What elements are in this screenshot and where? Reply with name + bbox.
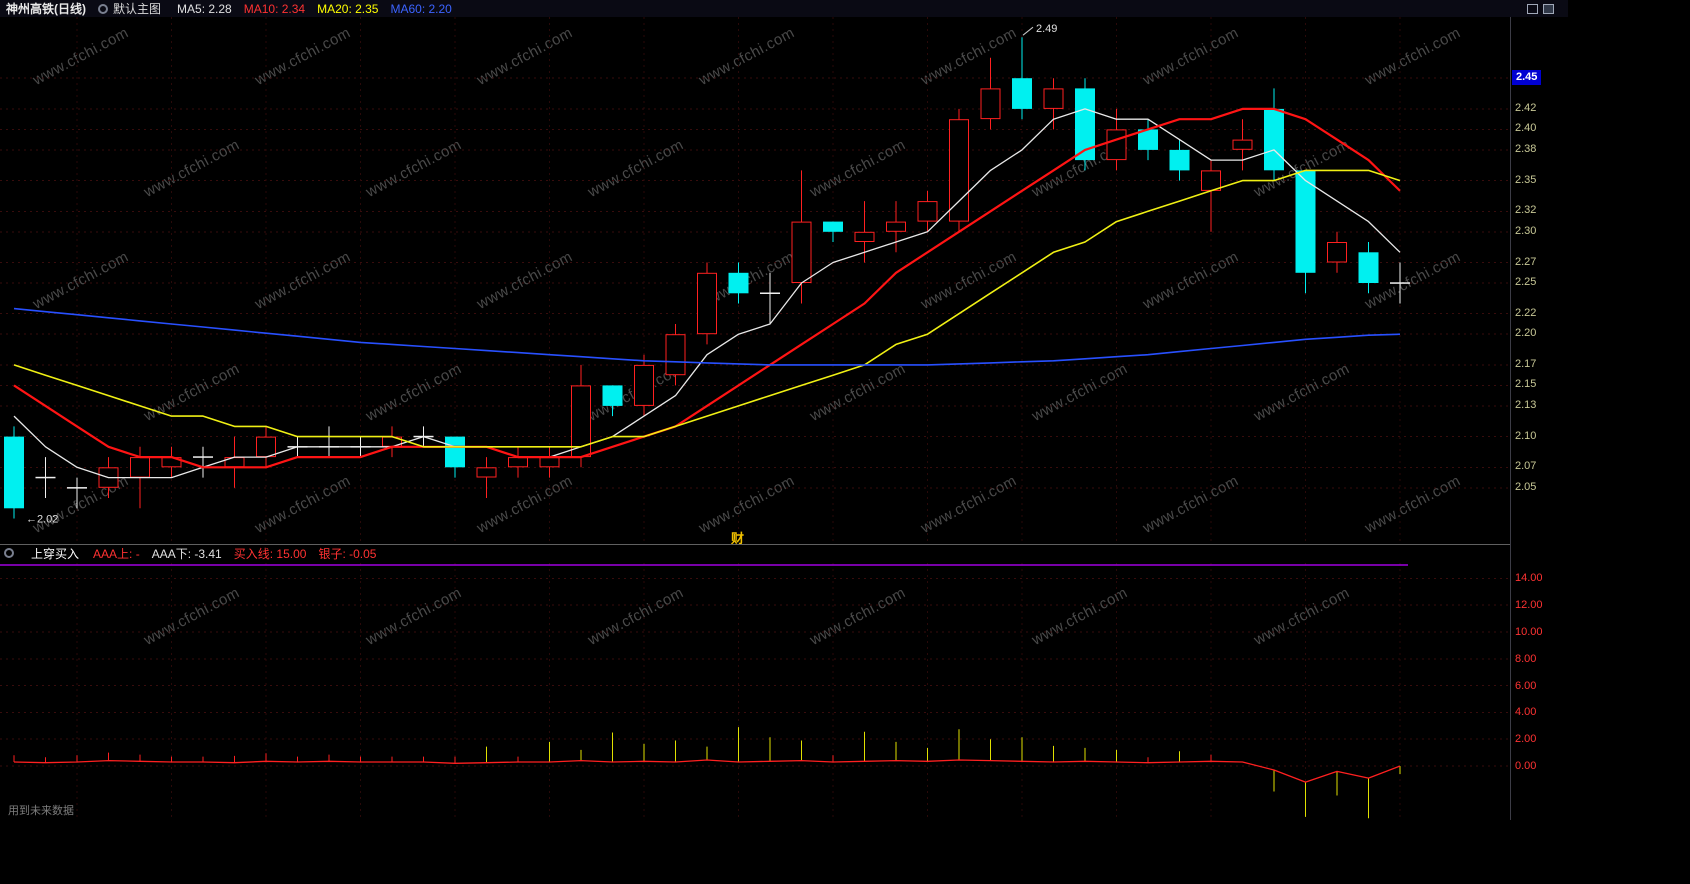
indicator-name[interactable]: 上穿买入 [31,546,80,561]
cai-watermark: 财 [731,531,745,546]
candle [791,170,812,304]
candle [917,190,938,232]
candle [1295,170,1316,294]
indicator-collapse-icon[interactable] [4,548,14,558]
ma10-legend: MA10: 2.34 [243,1,306,16]
price-axis-label: 2.17 [1515,357,1537,370]
candle [634,354,654,417]
candle [1043,78,1064,130]
indicator-field-aaa-up: AAA上: - [93,546,140,561]
ma5-line [13,108,1401,479]
candle [539,446,560,478]
indicator-axis-label: 2.00 [1515,733,1537,746]
candle [508,446,528,478]
price-axis-label: 2.05 [1515,480,1537,493]
candle [1138,119,1158,161]
indicator-field-aaa-down: AAA下: -3.41 [151,546,222,561]
price-axis-label: 2.42 [1515,101,1537,114]
high-price-label: 2.49 [1036,23,1057,35]
candle [1075,78,1095,171]
price-axis-label: 2.22 [1515,306,1537,319]
price-axis-label: 2.10 [1515,429,1537,442]
price-axis-label: 2.07 [1515,460,1537,473]
axis-divider [1510,17,1511,820]
ma10-line [13,107,1401,469]
indicator-axis-label: 4.00 [1515,706,1537,719]
indicator-axis-label: 8.00 [1515,652,1537,665]
price-axis-label: 2.40 [1515,122,1537,135]
price-axis-label: 2.13 [1515,398,1537,411]
candle [1390,262,1410,304]
candle [224,436,245,488]
candle [886,201,906,253]
candle [193,446,213,478]
price-axis-label: 2.38 [1515,142,1537,155]
indicator-axis-label: 14.00 [1515,572,1543,585]
window-controls [1527,3,1554,14]
candle [382,426,402,458]
main-price-chart[interactable]: 2.49 ←2.02 [0,17,1510,545]
indicator-line [13,759,1401,783]
candle [1232,119,1253,171]
candle [1201,160,1221,232]
indicator-chart[interactable] [0,545,1510,820]
candle [1012,37,1032,120]
candle [571,364,591,468]
footer-note: 用到未来数据 [8,805,74,817]
indicator-field-yinzi: 银子: -0.05 [318,546,377,561]
price-axis-label: 2.30 [1515,224,1537,237]
ma60-line [13,307,1401,366]
price-axis-label: 2.32 [1515,204,1537,217]
restore-window-icon[interactable] [1527,3,1538,14]
candle [823,221,843,242]
candle [1358,242,1379,294]
indicator-axis-label: 12.00 [1515,599,1543,612]
candle [4,426,24,519]
price-axis-label: 2.15 [1515,378,1537,391]
candle [35,457,56,498]
chart-mode-label[interactable]: 默认主图 [113,2,162,16]
candle [67,477,87,509]
candle [697,262,717,345]
indicator-axis-label: 10.00 [1515,626,1543,638]
candle [1264,88,1284,181]
price-axis-label: 2.35 [1515,173,1537,186]
candle [1327,231,1347,273]
price-axis-label: 2.20 [1515,327,1537,340]
candle [256,426,276,468]
candle [602,385,623,417]
candle [760,272,780,324]
candle [728,262,749,304]
indicator-axis-label: 0.00 [1515,760,1537,772]
stock-title: 神州高铁(日线) [6,2,86,16]
maximize-window-icon[interactable] [1543,3,1554,14]
topbar: 神州高铁(日线) 默认主图 MA5: 2.28 MA10: 2.34 MA20:… [0,0,1568,17]
price-axis-label: 2.25 [1515,276,1537,288]
price-axis-label: 2.27 [1515,255,1537,268]
ma20-line [13,169,1401,448]
candle [476,457,497,498]
trading-terminal: 神州高铁(日线) 默认主图 MA5: 2.28 MA10: 2.34 MA20:… [0,0,1568,820]
low-price-label: ←2.02 [26,514,58,526]
current-price-tag: 2.45 [1512,70,1542,86]
candle [665,324,686,386]
indicator-field-buy-line: 买入线: 15.00 [233,546,307,561]
candle [1169,139,1190,181]
indicator-header: 上穿买入 AAA上: - AAA下: -3.41 买入线: 15.00 银子: … [0,544,1510,561]
indicator-axis-label: 6.00 [1515,679,1537,692]
candle [445,436,465,478]
candle [949,108,969,232]
ma5-legend: MA5: 2.28 [177,1,232,16]
ma60-legend: MA60: 2.20 [390,1,452,16]
candle [980,57,1001,130]
chart-mode-icon[interactable] [98,3,108,14]
candle [319,426,339,458]
candle [161,446,182,478]
ma20-legend: MA20: 2.35 [317,1,379,16]
